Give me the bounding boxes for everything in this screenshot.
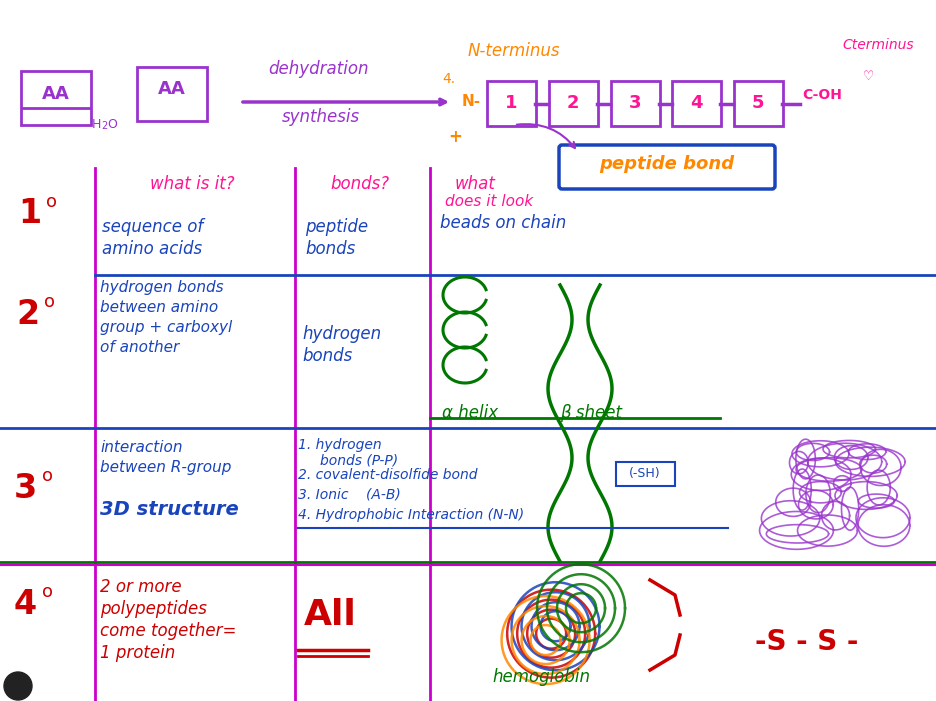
Text: hemoglobin: hemoglobin xyxy=(492,668,590,686)
Text: between R-group: between R-group xyxy=(100,460,231,475)
Text: N-terminus: N-terminus xyxy=(468,42,561,60)
Text: 3: 3 xyxy=(629,94,641,112)
Text: beads on chain: beads on chain xyxy=(440,214,566,232)
Text: o: o xyxy=(42,583,53,601)
Text: 2: 2 xyxy=(567,94,579,112)
Text: 4.: 4. xyxy=(442,72,455,86)
Text: polypeptides: polypeptides xyxy=(100,600,207,618)
Text: 4: 4 xyxy=(690,94,702,112)
Text: bonds (P-P): bonds (P-P) xyxy=(320,453,398,467)
Text: bonds: bonds xyxy=(302,347,352,365)
Text: 4: 4 xyxy=(14,588,37,621)
Text: 3. Ionic    (A-B): 3. Ionic (A-B) xyxy=(298,488,401,502)
Text: AA: AA xyxy=(158,80,186,98)
Text: hydrogen bonds: hydrogen bonds xyxy=(100,280,224,295)
Text: sequence of: sequence of xyxy=(102,218,203,236)
Text: between amino: between amino xyxy=(100,300,218,315)
Text: what: what xyxy=(455,175,496,193)
Text: O: O xyxy=(107,118,117,131)
Text: 1 protein: 1 protein xyxy=(100,644,175,662)
Text: o: o xyxy=(42,467,53,485)
Text: peptide: peptide xyxy=(305,218,368,236)
Text: peptide bond: peptide bond xyxy=(599,155,735,173)
FancyBboxPatch shape xyxy=(549,81,598,126)
Text: 2: 2 xyxy=(101,121,108,131)
Text: come together=: come together= xyxy=(100,622,237,640)
Text: synthesis: synthesis xyxy=(282,108,360,126)
Text: All: All xyxy=(303,598,357,632)
Text: amino acids: amino acids xyxy=(102,240,202,258)
Text: bonds: bonds xyxy=(305,240,356,258)
Text: -S - S -: -S - S - xyxy=(755,628,858,656)
FancyBboxPatch shape xyxy=(21,71,91,125)
Text: o: o xyxy=(46,193,57,211)
Text: Cterminus: Cterminus xyxy=(842,38,914,52)
FancyBboxPatch shape xyxy=(487,81,536,126)
Text: H: H xyxy=(92,118,101,131)
Text: 3D structure: 3D structure xyxy=(100,500,239,519)
FancyBboxPatch shape xyxy=(559,145,775,189)
Text: N-: N- xyxy=(462,94,481,109)
Text: 3: 3 xyxy=(14,472,37,505)
Text: 1: 1 xyxy=(505,94,518,112)
Text: 4. Hydrophobic Interaction (N-N): 4. Hydrophobic Interaction (N-N) xyxy=(298,508,524,522)
Text: group + carboxyl: group + carboxyl xyxy=(100,320,232,335)
Text: β sheet: β sheet xyxy=(560,404,622,422)
Text: does it look: does it look xyxy=(445,194,534,209)
Circle shape xyxy=(4,672,32,700)
Text: 2. covalent-disolfide bond: 2. covalent-disolfide bond xyxy=(298,468,477,482)
FancyBboxPatch shape xyxy=(137,67,207,121)
FancyBboxPatch shape xyxy=(672,81,721,126)
Text: dehydration: dehydration xyxy=(268,60,369,78)
Text: +: + xyxy=(448,128,461,146)
FancyBboxPatch shape xyxy=(616,462,675,486)
Text: α helix: α helix xyxy=(442,404,498,422)
Text: of another: of another xyxy=(100,340,180,355)
FancyBboxPatch shape xyxy=(734,81,783,126)
Text: hydrogen: hydrogen xyxy=(302,325,381,343)
Text: (-SH): (-SH) xyxy=(629,467,661,480)
Text: what is it?: what is it? xyxy=(150,175,234,193)
Text: C-OH: C-OH xyxy=(802,88,841,102)
Text: interaction: interaction xyxy=(100,440,183,455)
Text: o: o xyxy=(44,293,55,311)
FancyBboxPatch shape xyxy=(611,81,660,126)
Text: 5: 5 xyxy=(752,94,765,112)
Text: bonds?: bonds? xyxy=(330,175,389,193)
Text: 2 or more: 2 or more xyxy=(100,578,182,596)
Text: ✏: ✏ xyxy=(10,679,25,697)
Text: 2: 2 xyxy=(16,298,39,331)
Text: AA: AA xyxy=(42,85,70,103)
Text: ♡: ♡ xyxy=(862,70,873,83)
Text: 1: 1 xyxy=(18,197,41,230)
Text: 1. hydrogen: 1. hydrogen xyxy=(298,438,382,452)
